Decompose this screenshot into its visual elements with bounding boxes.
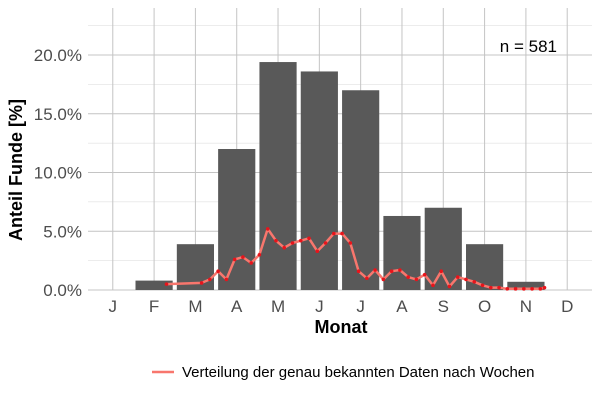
weekly-point bbox=[332, 231, 336, 236]
weekly-line bbox=[164, 227, 547, 291]
bar-10 bbox=[466, 244, 504, 290]
y-tick-label: 0.0% bbox=[43, 281, 82, 300]
y-axis-title: Anteil Funde [%] bbox=[6, 99, 26, 241]
y-tick-label: 15.0% bbox=[34, 105, 82, 124]
weekly-point bbox=[315, 249, 320, 254]
bars bbox=[135, 62, 545, 290]
bar-11 bbox=[507, 281, 545, 290]
bar-5 bbox=[259, 62, 297, 290]
sample-size-annotation: n = 581 bbox=[500, 37, 557, 56]
weekly-point bbox=[522, 287, 526, 291]
y-axis: 0.0% 5.0% 10.0% 15.0% 20.0% bbox=[34, 46, 82, 300]
weekly-point bbox=[505, 287, 510, 291]
weekly-point bbox=[265, 227, 270, 231]
weekly-point bbox=[164, 282, 169, 286]
x-tick-label: M bbox=[188, 297, 202, 316]
weekly-point bbox=[340, 231, 344, 236]
legend: Verteilung der genau bekannten Daten nac… bbox=[152, 364, 535, 381]
weekly-point bbox=[414, 277, 419, 282]
weekly-point bbox=[472, 279, 477, 284]
weekly-point bbox=[381, 277, 386, 282]
x-tick-label: J bbox=[356, 297, 365, 316]
weekly-point bbox=[431, 283, 435, 288]
weekly-point bbox=[455, 275, 460, 279]
weekly-point bbox=[464, 277, 468, 282]
weekly-point bbox=[356, 269, 361, 274]
weekly-point bbox=[398, 268, 402, 272]
weekly-point bbox=[249, 261, 253, 265]
x-tick-label: S bbox=[438, 297, 449, 316]
x-axis-title: Monat bbox=[315, 317, 368, 337]
weekly-point bbox=[447, 284, 452, 289]
x-tick-label: A bbox=[231, 297, 243, 316]
weekly-point bbox=[538, 287, 543, 291]
y-tick-label: 10.0% bbox=[34, 164, 82, 183]
bar-2 bbox=[135, 280, 173, 290]
weekly-point bbox=[513, 287, 518, 291]
weekly-point bbox=[373, 268, 377, 272]
weekly-point bbox=[307, 236, 311, 241]
bar-7 bbox=[342, 90, 380, 290]
weekly-point bbox=[323, 241, 328, 245]
x-tick-label: J bbox=[315, 297, 324, 316]
weekly-point bbox=[298, 238, 303, 243]
weekly-point bbox=[406, 275, 410, 279]
weekly-point bbox=[216, 269, 220, 274]
weekly-point bbox=[389, 269, 394, 274]
bar-6 bbox=[300, 71, 338, 290]
x-tick-label: A bbox=[396, 297, 408, 316]
weekly-point bbox=[257, 252, 262, 257]
x-tick-label: O bbox=[478, 297, 491, 316]
weekly-point bbox=[274, 238, 278, 243]
weekly-point bbox=[422, 272, 427, 277]
y-tick-label: 20.0% bbox=[34, 46, 82, 65]
x-tick-label: M bbox=[271, 297, 285, 316]
y-tick-label: 5.0% bbox=[43, 222, 82, 241]
weekly-point bbox=[282, 245, 287, 250]
weekly-point bbox=[497, 285, 501, 290]
weekly-point bbox=[241, 255, 245, 259]
weekly-point bbox=[365, 276, 369, 281]
x-tick-label: J bbox=[109, 297, 118, 316]
weekly-point bbox=[232, 257, 237, 262]
weekly-point bbox=[530, 287, 534, 291]
x-tick-label: N bbox=[520, 297, 532, 316]
weekly-point bbox=[199, 281, 204, 285]
weekly-point bbox=[480, 283, 485, 288]
x-tick-label: D bbox=[561, 297, 573, 316]
weekly-point bbox=[290, 241, 295, 245]
bar-4 bbox=[218, 149, 256, 290]
weekly-point bbox=[488, 285, 493, 290]
weekly-point bbox=[348, 241, 353, 245]
weekly-point bbox=[439, 269, 444, 274]
weekly-point bbox=[542, 285, 547, 290]
weekly-point bbox=[224, 277, 229, 282]
weekly-point bbox=[208, 277, 212, 282]
legend-label: Verteilung der genau bekannten Daten nac… bbox=[182, 364, 535, 381]
x-tick-label: F bbox=[149, 297, 159, 316]
